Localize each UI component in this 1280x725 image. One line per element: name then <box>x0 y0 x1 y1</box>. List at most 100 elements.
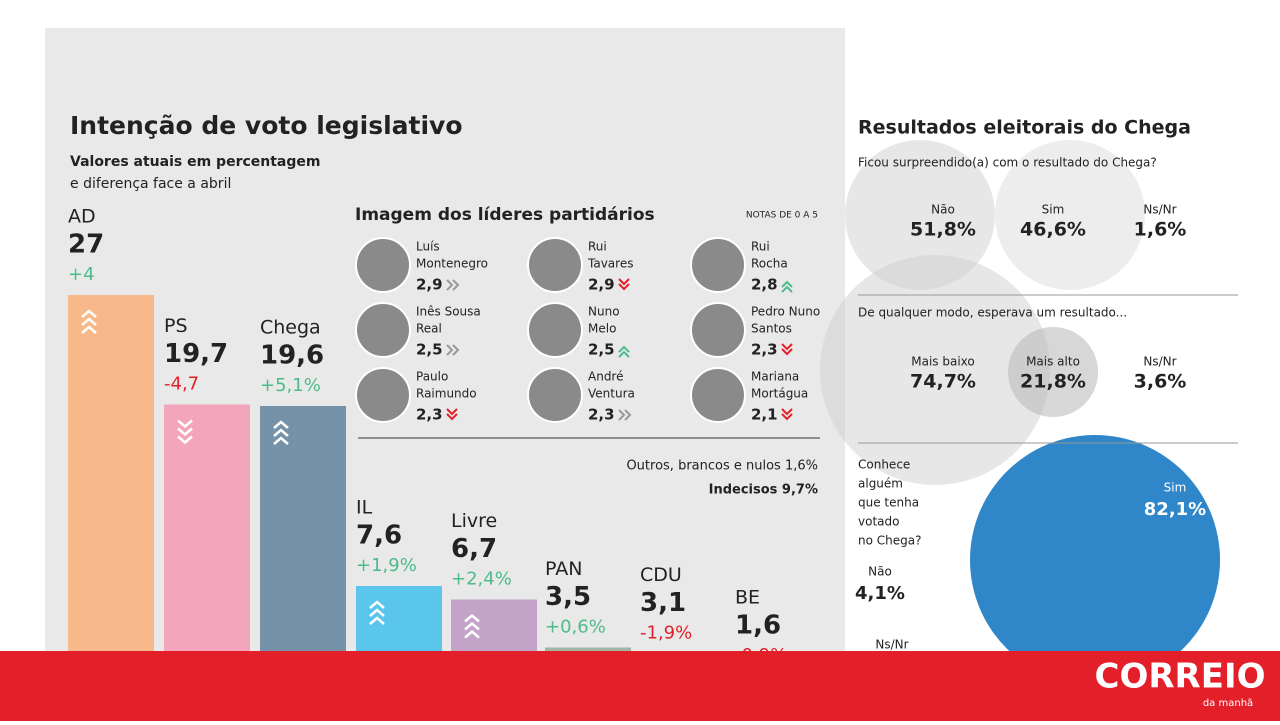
leader-name: Montenegro <box>416 257 488 271</box>
footer <box>0 651 1280 721</box>
party-change: +1,9% <box>356 555 417 576</box>
leader-score: 2,3 <box>588 406 615 424</box>
score-trend <box>618 409 632 421</box>
leader-photo <box>355 237 411 293</box>
score-trend <box>781 343 793 356</box>
answer-value: 3,6% <box>1134 371 1187 393</box>
answer-value: 82,1% <box>1144 499 1206 520</box>
question: alguém <box>858 477 903 491</box>
venn <box>845 140 995 290</box>
leader-score: 2,9 <box>416 276 443 294</box>
trend-arrow <box>81 325 97 334</box>
trend-arrow <box>273 436 289 445</box>
party-value: 3,1 <box>640 588 686 618</box>
answer-value: 74,7% <box>910 371 976 393</box>
leader-score: 2,9 <box>588 276 615 294</box>
party-change: +5,1% <box>260 375 321 396</box>
party-value: 7,6 <box>356 521 402 551</box>
leader-score: 2,8 <box>751 276 778 294</box>
leader-name: Rui <box>588 240 607 254</box>
party-value: 27 <box>68 230 104 260</box>
answer-value: 46,6% <box>1020 219 1086 241</box>
score-trend <box>618 345 630 358</box>
trend-arrow <box>369 616 385 625</box>
answer-label: Mais baixo <box>911 355 975 369</box>
leader-name: Inês Sousa <box>416 305 481 319</box>
question: que tenha <box>858 496 919 510</box>
trend-arrow <box>177 435 193 445</box>
trend-arrow <box>369 600 385 609</box>
others: Indecisos 9,7% <box>709 483 818 498</box>
score-trend <box>446 279 460 291</box>
party-change: +0,6% <box>545 617 606 638</box>
answer-label: Mais alto <box>1026 355 1080 369</box>
trend-arrow <box>369 608 385 617</box>
question: Ficou surpreendido(a) com o resultado do… <box>858 156 1157 170</box>
tagline: da manhã <box>1203 698 1253 709</box>
leader-name: Nuno <box>588 305 620 319</box>
party-value: 3,5 <box>545 582 591 612</box>
party-value: 19,6 <box>260 341 324 371</box>
leader-photo <box>690 237 746 293</box>
leader-name: Mortágua <box>751 387 808 401</box>
answer-label: Sim <box>1042 203 1065 217</box>
trend-arrow <box>273 428 289 437</box>
leader-name: Paulo <box>416 370 448 384</box>
bar <box>164 404 250 700</box>
leader-name: Luís <box>416 240 440 254</box>
party-name: BE <box>735 587 760 609</box>
question: Conhece <box>858 458 910 472</box>
party-name: Chega <box>260 317 321 339</box>
leader-name: Rui <box>751 240 770 254</box>
leader-photo <box>527 237 583 293</box>
party-value: 1,6 <box>735 611 781 641</box>
party-change: -1,9% <box>640 623 692 644</box>
leader-name: Santos <box>751 322 792 336</box>
leader-name: Ventura <box>588 387 635 401</box>
score-trend <box>781 280 793 293</box>
leader-name: Rocha <box>751 257 788 271</box>
score-trend <box>781 408 793 421</box>
answer-label: Ns/Nr <box>1143 355 1176 369</box>
leaders-note: NOTAS DE 0 A 5 <box>746 211 818 221</box>
question: votado <box>858 515 899 529</box>
leader-photo <box>690 302 746 358</box>
logo: CORREIO <box>1095 657 1266 697</box>
bar <box>68 295 154 700</box>
party-name: IL <box>356 497 373 519</box>
party-change: +4 <box>68 264 95 285</box>
trend-arrow <box>81 317 97 326</box>
answer-label: Ns/Nr <box>1143 203 1176 217</box>
leader-photo <box>527 367 583 423</box>
party-name: AD <box>68 206 96 228</box>
subtitle: Valores atuais em percentagem <box>70 154 320 170</box>
party-change: +2,4% <box>451 569 512 590</box>
venn <box>995 140 1145 290</box>
answer-value: 1,6% <box>1134 219 1187 241</box>
party-change: -4,7 <box>164 374 199 395</box>
trend-arrow <box>464 629 480 639</box>
leaders-title: Imagem dos líderes partidários <box>355 205 655 225</box>
leader-name: Melo <box>588 322 616 336</box>
leader-photo <box>355 302 411 358</box>
answer-value: 4,1% <box>855 583 905 604</box>
leader-score: 2,5 <box>416 341 443 359</box>
answer-value: 21,8% <box>1020 371 1086 393</box>
answer-value: 51,8% <box>910 219 976 241</box>
trend-arrow <box>464 621 480 631</box>
title: Intenção de voto legislativo <box>70 111 463 140</box>
trend-arrow <box>177 419 193 429</box>
leader-photo <box>355 367 411 423</box>
leader-name: Raimundo <box>416 387 477 401</box>
photo <box>970 435 1220 685</box>
answer-label: Não <box>868 565 892 579</box>
leader-score: 2,3 <box>416 406 443 424</box>
party-name: Livre <box>451 510 497 532</box>
results-title: Resultados eleitorais do Chega <box>858 117 1191 139</box>
answer-label: Não <box>931 203 955 217</box>
venn <box>1008 327 1098 417</box>
score-trend <box>618 278 630 291</box>
answer-label: Sim <box>1164 481 1187 495</box>
